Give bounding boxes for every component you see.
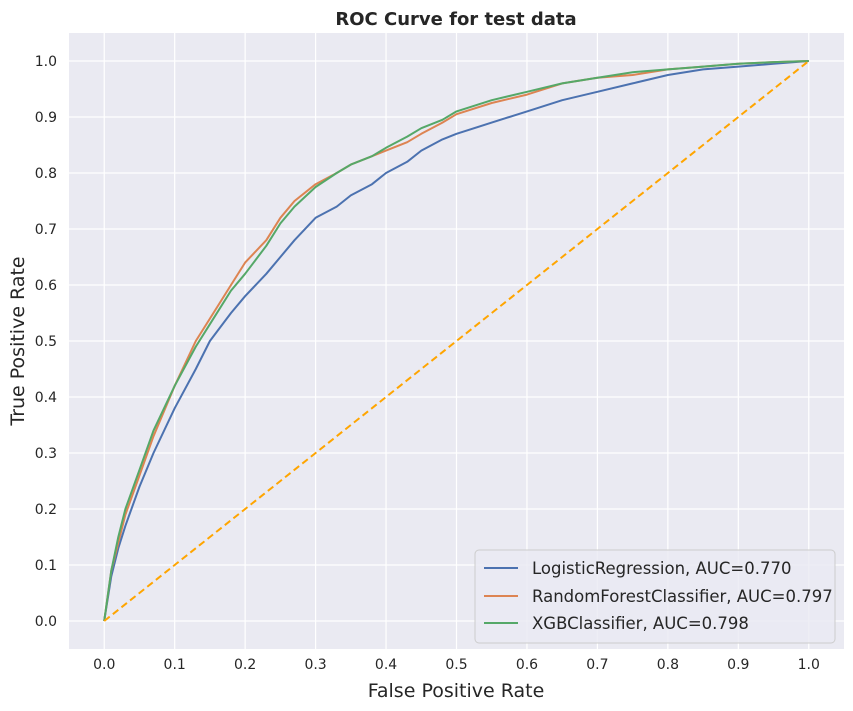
legend-label-random-forest: RandomForestClassifier, AUC=0.797	[532, 587, 833, 606]
y-axis-label: True Positive Rate	[7, 256, 29, 426]
x-tick-label: 1.0	[798, 657, 820, 673]
y-tick-label: 0.1	[35, 558, 57, 574]
series-line-logistic-regression	[103, 60, 809, 622]
plot-area	[69, 33, 844, 649]
chance-line	[103, 60, 810, 622]
y-tick-label: 0.3	[35, 446, 57, 462]
legend-label-logistic-regression: LogisticRegression, AUC=0.770	[532, 559, 791, 578]
x-tick-label: 0.1	[164, 657, 186, 673]
y-tick-label: 0.0	[35, 614, 57, 630]
legend-box	[474, 549, 836, 644]
y-tick-label: 1.0	[35, 54, 57, 70]
chart-title: ROC Curve for test data	[335, 9, 576, 30]
y-tick-label: 0.6	[35, 278, 57, 294]
x-tick-label: 0.0	[93, 657, 115, 673]
series-line-xgb-classifier	[103, 60, 809, 622]
x-tick-label: 0.4	[375, 657, 397, 673]
x-tick-label: 0.8	[657, 657, 679, 673]
x-tick-label: 0.2	[234, 657, 256, 673]
x-axis-label: False Positive Rate	[368, 680, 545, 702]
x-tick-label: 0.7	[586, 657, 608, 673]
x-tick-label: 0.5	[445, 657, 467, 673]
grid-lines	[69, 33, 844, 649]
y-axis-ticks: 0.0 0.1 0.2 0.3 0.4 0.5 0.6 0.7 0.8 0.9 1.0	[35, 54, 57, 630]
y-tick-label: 0.8	[35, 166, 57, 182]
y-tick-label: 0.9	[35, 110, 57, 126]
y-tick-label: 0.4	[35, 390, 57, 406]
x-tick-label: 0.3	[304, 657, 326, 673]
x-tick-label: 0.6	[516, 657, 538, 673]
legend-label-xgb-classifier: XGBClassifier, AUC=0.798	[532, 614, 749, 633]
x-axis-ticks: 0.0 0.1 0.2 0.3 0.4 0.5 0.6 0.7 0.8 0.9 1.0	[93, 657, 820, 673]
y-tick-label: 0.2	[35, 502, 57, 518]
x-tick-label: 0.9	[727, 657, 749, 673]
series-lines	[103, 60, 810, 622]
y-tick-label: 0.5	[35, 334, 57, 350]
y-tick-label: 0.7	[35, 222, 57, 238]
legend: LogisticRegression, AUC=0.770 RandomFore…	[474, 549, 836, 644]
